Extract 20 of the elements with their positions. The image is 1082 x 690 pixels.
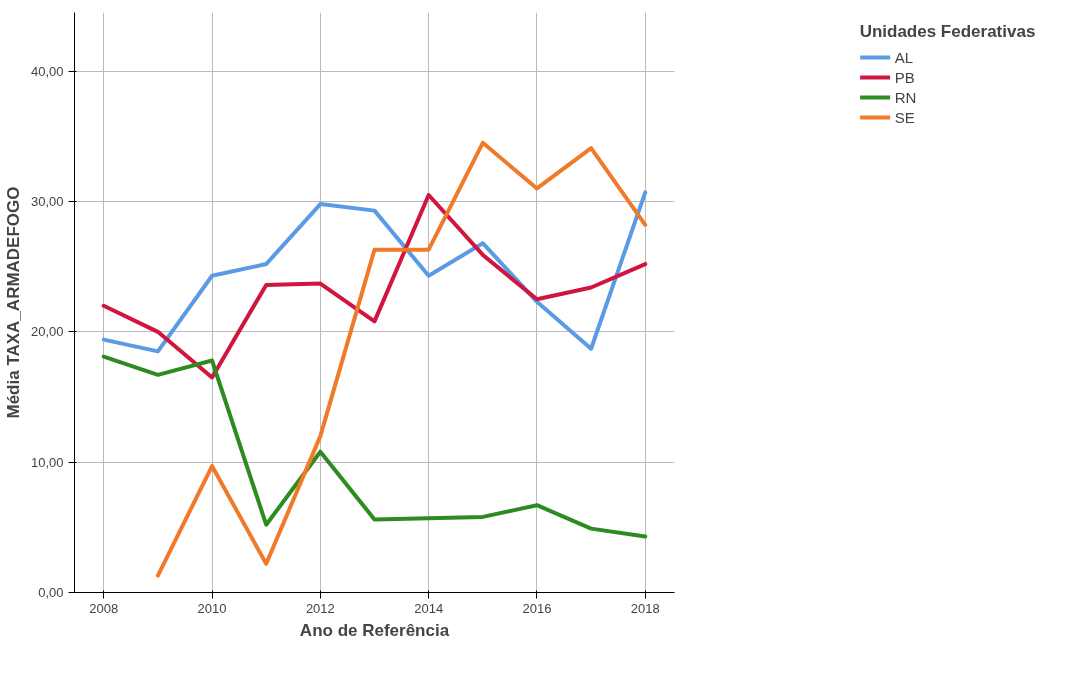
line-series [101,354,648,539]
x-tick-label: 2014 [414,600,444,616]
x-tick-label: 2008 [89,600,119,616]
legend-title: Unidades Federativas [859,22,1036,42]
x-tick-label: 2016 [522,600,552,616]
line-series [155,140,648,578]
legend-label: PB [894,68,915,86]
x-tick-label: 2012 [305,600,335,616]
x-tick-label: 2018 [630,600,660,616]
legend-label: RN [894,88,917,106]
y-axis-title: Média TAXA_ARMADEFOGO [3,186,23,419]
legend-label: AL [894,48,914,66]
y-tick-label: 10,00 [30,454,64,470]
legend-label: SE [894,108,915,126]
y-tick-label: 20,00 [30,324,64,340]
x-axis-title: Ano de Referência [299,620,450,640]
y-tick-label: 30,00 [30,193,64,209]
y-tick-label: 40,00 [30,63,64,79]
x-tick-label: 2010 [197,600,227,616]
y-tick-label: 0,00 [38,585,64,600]
